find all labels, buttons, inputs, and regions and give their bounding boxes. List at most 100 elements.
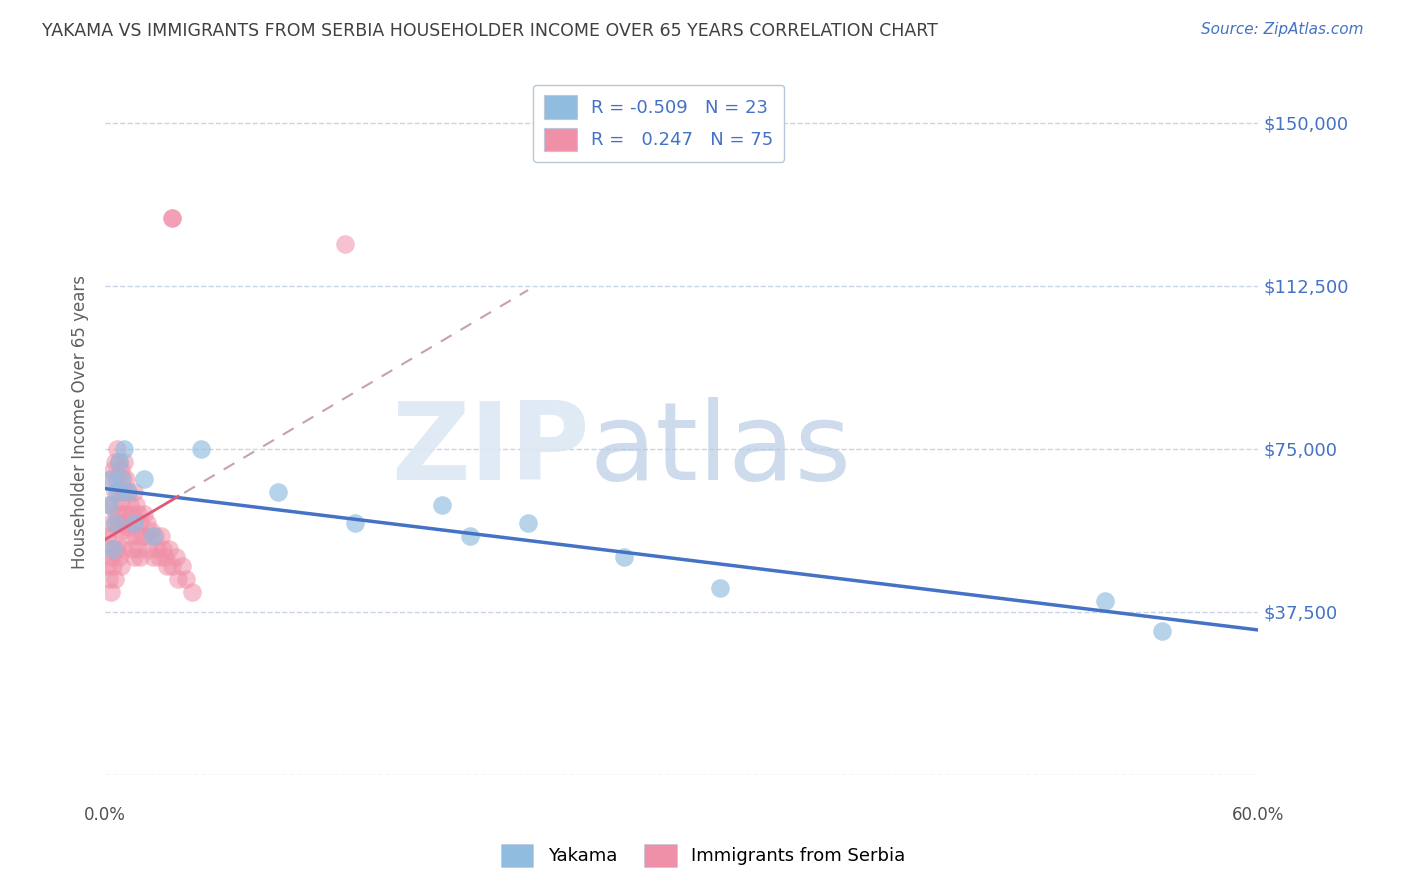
- Point: [98, 572, 121, 586]
- Point: [132, 472, 155, 486]
- Point: [135, 528, 157, 542]
- Point: [190, 442, 212, 456]
- Point: [104, 485, 127, 500]
- Point: [117, 485, 139, 500]
- Point: [107, 516, 129, 530]
- Point: [117, 485, 139, 500]
- Point: [174, 572, 197, 586]
- Point: [122, 516, 145, 530]
- Point: [125, 528, 148, 542]
- Point: [115, 472, 138, 486]
- Point: [100, 472, 122, 486]
- Point: [96, 559, 118, 574]
- Point: [101, 463, 124, 477]
- Point: [111, 541, 134, 556]
- Point: [114, 516, 136, 530]
- Point: [96, 528, 118, 542]
- Point: [128, 516, 150, 530]
- Point: [105, 507, 128, 521]
- Point: [344, 516, 367, 530]
- Point: [110, 472, 132, 486]
- Point: [111, 507, 134, 521]
- Point: [131, 528, 153, 542]
- Point: [430, 498, 453, 512]
- Point: [114, 485, 136, 500]
- Point: [104, 455, 127, 469]
- Point: [142, 528, 165, 542]
- Point: [101, 541, 124, 556]
- Point: [157, 541, 180, 556]
- Text: YAKAMA VS IMMIGRANTS FROM SERBIA HOUSEHOLDER INCOME OVER 65 YEARS CORRELATION CH: YAKAMA VS IMMIGRANTS FROM SERBIA HOUSEHO…: [42, 22, 938, 40]
- Point: [107, 455, 129, 469]
- Point: [110, 493, 132, 508]
- Point: [120, 528, 142, 542]
- Text: atlas: atlas: [589, 397, 852, 503]
- Point: [104, 541, 127, 556]
- Point: [138, 541, 160, 556]
- Point: [104, 516, 127, 530]
- Point: [101, 528, 124, 542]
- Point: [105, 442, 128, 456]
- Point: [114, 442, 136, 456]
- Point: [153, 550, 176, 565]
- Point: [100, 585, 122, 599]
- Point: [180, 585, 202, 599]
- Point: [104, 516, 127, 530]
- Point: [117, 520, 139, 534]
- Point: [1152, 624, 1174, 639]
- Point: [143, 528, 166, 542]
- Point: [156, 559, 179, 574]
- Point: [149, 528, 172, 542]
- Point: [165, 550, 187, 565]
- Point: [105, 541, 128, 556]
- Text: 0.0%: 0.0%: [84, 806, 127, 824]
- Point: [335, 237, 357, 252]
- Point: [122, 485, 145, 500]
- Point: [162, 559, 184, 574]
- Point: [122, 550, 145, 565]
- Point: [120, 498, 142, 512]
- Point: [517, 516, 540, 530]
- Point: [127, 507, 149, 521]
- Point: [98, 498, 121, 512]
- Legend: R = -0.509   N = 23, R =   0.247   N = 75: R = -0.509 N = 23, R = 0.247 N = 75: [533, 85, 785, 161]
- Point: [110, 524, 132, 539]
- Point: [110, 463, 132, 477]
- Point: [460, 528, 482, 542]
- Point: [146, 541, 169, 556]
- Point: [98, 541, 121, 556]
- Point: [105, 472, 128, 486]
- Point: [111, 472, 134, 486]
- Point: [1094, 594, 1116, 608]
- Point: [142, 550, 165, 565]
- Point: [125, 498, 148, 512]
- Point: [107, 550, 129, 565]
- Point: [709, 581, 731, 595]
- Point: [121, 507, 143, 521]
- Point: [101, 559, 124, 574]
- Point: [107, 485, 129, 500]
- Point: [121, 541, 143, 556]
- Point: [110, 559, 132, 574]
- Point: [100, 472, 122, 486]
- Point: [148, 550, 170, 565]
- Point: [107, 455, 129, 469]
- Point: [100, 550, 122, 565]
- Point: [136, 516, 159, 530]
- Point: [98, 498, 121, 512]
- Point: [613, 550, 636, 565]
- Point: [267, 485, 290, 500]
- Point: [127, 541, 149, 556]
- Point: [122, 516, 145, 530]
- Point: [104, 572, 127, 586]
- Text: 60.0%: 60.0%: [1232, 806, 1285, 824]
- Point: [115, 507, 138, 521]
- Point: [100, 516, 122, 530]
- Point: [152, 541, 174, 556]
- Point: [162, 211, 184, 226]
- Point: [101, 498, 124, 512]
- Point: [132, 507, 155, 521]
- Point: [141, 524, 163, 539]
- Point: [105, 485, 128, 500]
- Point: [128, 550, 150, 565]
